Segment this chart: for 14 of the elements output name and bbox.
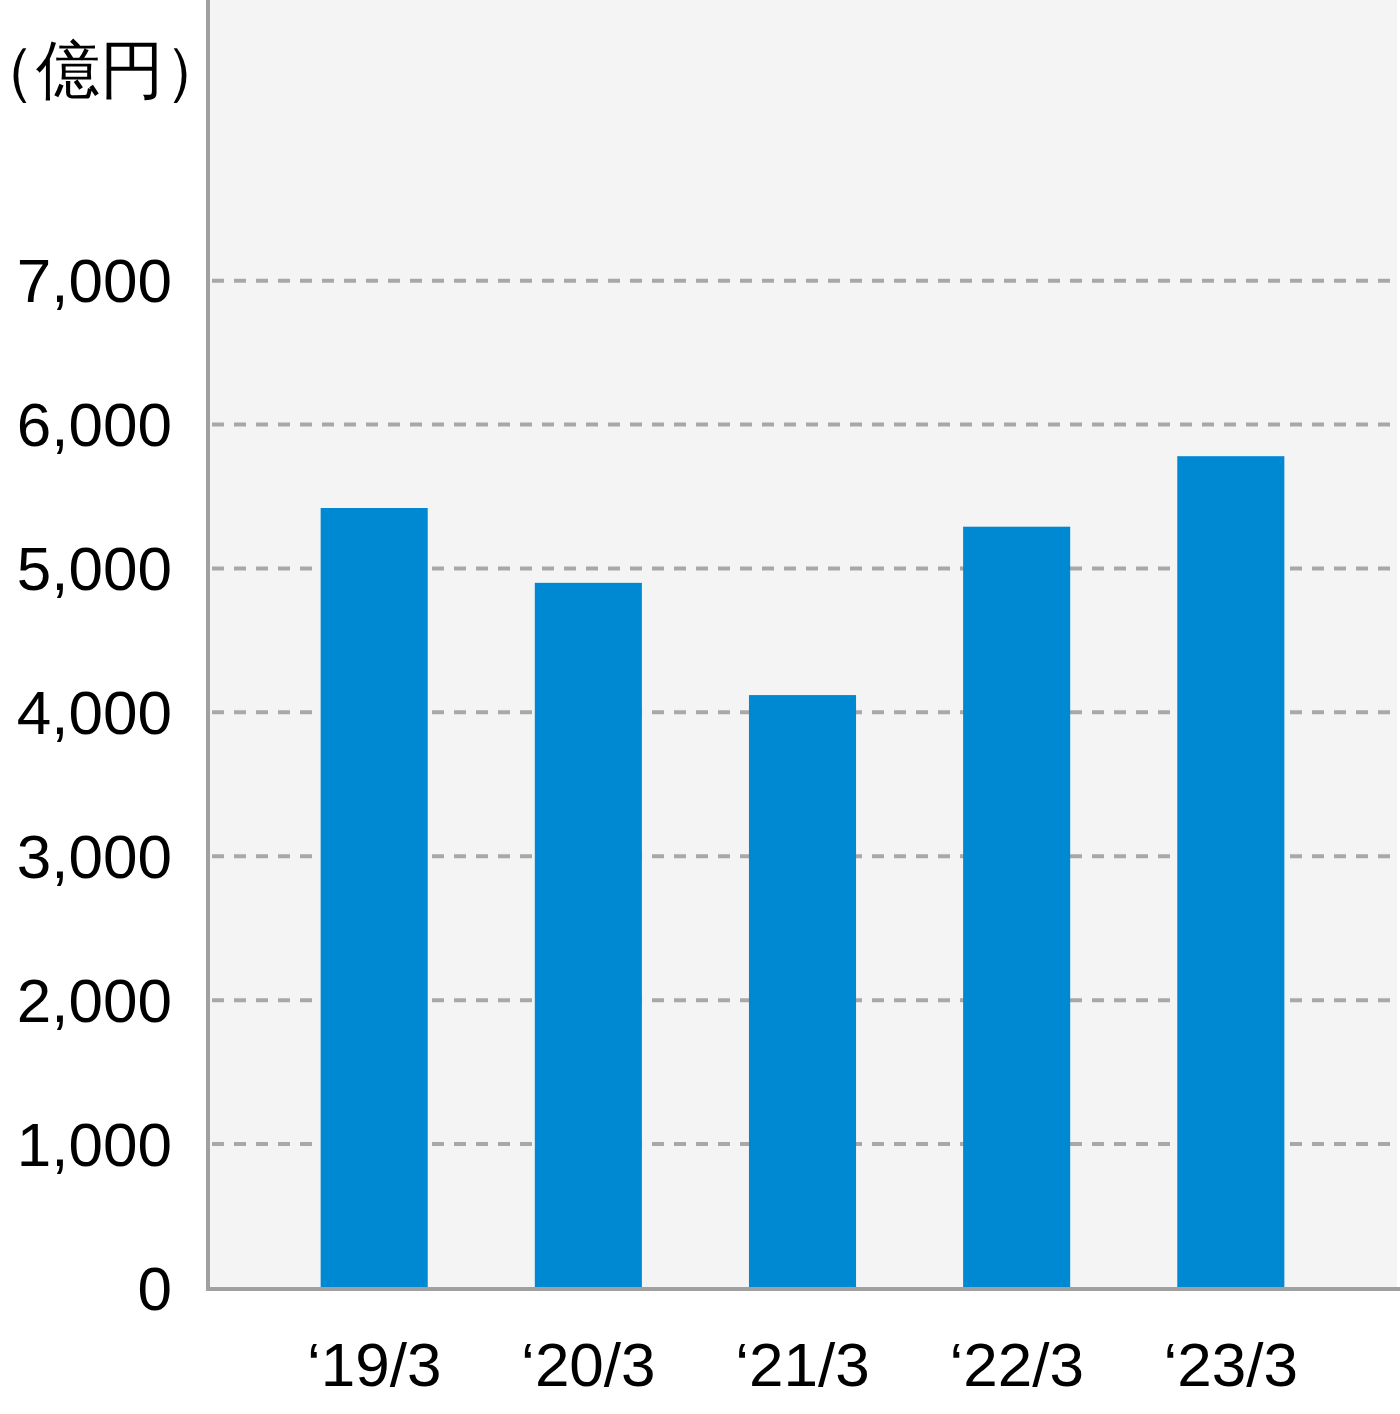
- y-tick-label: 5,000: [16, 533, 172, 603]
- x-tick-label: ‘21/3: [735, 1330, 870, 1399]
- y-tick-label: 3,000: [16, 821, 172, 891]
- y-axis-title: （億円）: [0, 34, 228, 106]
- x-tick-label: ‘23/3: [1163, 1330, 1299, 1399]
- y-tick-label: 4,000: [16, 677, 172, 747]
- y-tick-label: 2,000: [16, 965, 172, 1035]
- y-tick-label: 6,000: [16, 390, 172, 460]
- y-tick-label: 7,000: [16, 246, 172, 316]
- y-tick-label: 0: [137, 1253, 172, 1323]
- x-tick-label: ‘22/3: [949, 1330, 1084, 1399]
- y-tick-label: 1,000: [16, 1109, 172, 1179]
- x-tick-label: ‘19/3: [306, 1330, 442, 1399]
- x-tick-label: ‘20/3: [521, 1330, 656, 1399]
